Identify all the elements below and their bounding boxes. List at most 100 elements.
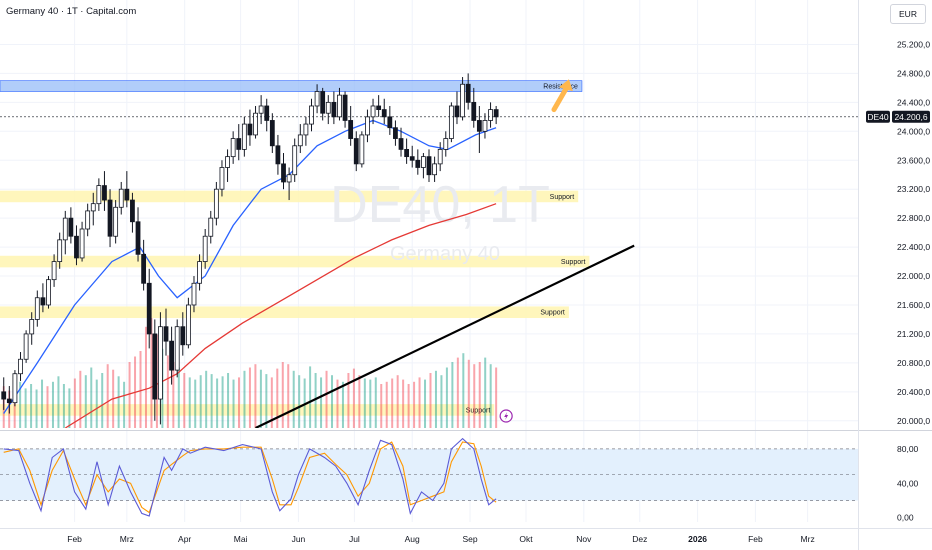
- volume-bar: [451, 362, 454, 428]
- candle-body-down: [281, 163, 286, 183]
- last-price-tag: 24.200,6: [894, 112, 927, 122]
- volume-bar: [396, 375, 399, 428]
- candle: [365, 109, 370, 143]
- candle: [359, 131, 365, 168]
- candle: [225, 149, 230, 182]
- candle-body-down: [342, 94, 348, 121]
- volume-bar: [73, 378, 76, 428]
- x-tick-label: Mrz: [120, 534, 134, 544]
- candle: [314, 84, 320, 114]
- volume-bar: [254, 364, 257, 428]
- volume-bar: [281, 362, 284, 428]
- candle-body-down: [348, 120, 354, 139]
- candle-body-up: [85, 210, 91, 230]
- symbol-tag: DE40: [867, 112, 889, 122]
- volume-bar: [90, 367, 93, 428]
- volume-bar: [227, 373, 230, 428]
- volume-bar: [68, 388, 71, 428]
- y-tick-label: 22.000,0: [897, 271, 930, 281]
- candle-body-down: [409, 156, 415, 161]
- candle: [6, 386, 12, 414]
- y-tick-label: 20.000,0: [897, 416, 930, 426]
- volume-bar: [456, 357, 459, 428]
- candle: [264, 98, 270, 132]
- volume-bar: [101, 373, 104, 428]
- candle: [96, 178, 102, 211]
- candle: [331, 91, 337, 125]
- candle-body-up: [34, 297, 40, 320]
- candle-body-up: [90, 203, 96, 212]
- y-tick-label: 22.800,0: [897, 213, 930, 223]
- candle: [85, 203, 91, 237]
- moving-averages: [3, 119, 497, 428]
- candle: [107, 189, 113, 248]
- candle: [79, 221, 85, 262]
- volume-bar: [418, 377, 421, 428]
- candle-body-up: [51, 261, 57, 281]
- volume-bar: [259, 369, 262, 428]
- candle: [454, 91, 460, 125]
- candle: [443, 131, 449, 157]
- x-tick-label: Feb: [67, 534, 82, 544]
- candle-body-up: [292, 145, 298, 176]
- volume-bar: [35, 389, 38, 428]
- candle: [174, 319, 180, 378]
- candle-body-down: [124, 188, 130, 201]
- x-tick-label: Jul: [349, 534, 360, 544]
- x-tick-label: Mai: [234, 534, 248, 544]
- candle: [124, 171, 130, 208]
- candle-body-up: [482, 120, 488, 132]
- candle: [286, 167, 292, 201]
- candle-body-up: [191, 282, 197, 306]
- candle: [23, 330, 29, 363]
- candle-body-down: [471, 101, 477, 121]
- volume-bar: [287, 364, 290, 428]
- candle: [1, 377, 7, 410]
- candle: [432, 156, 437, 182]
- y-tick-label: 23.200,0: [897, 184, 930, 194]
- forecast-arrow-head: [558, 79, 573, 92]
- volume-bar: [352, 368, 355, 428]
- volume-bar: [57, 376, 60, 428]
- candle: [297, 124, 303, 154]
- candle: [68, 207, 74, 244]
- candle: [34, 290, 40, 327]
- stoch-y-tick-label: 80,00: [897, 444, 919, 454]
- candle: [18, 352, 23, 381]
- candle-body-down: [6, 398, 12, 404]
- candle-body-down: [476, 120, 482, 132]
- candle: [236, 124, 242, 161]
- candle-body-up: [309, 105, 314, 125]
- candle: [398, 127, 404, 157]
- candle: [493, 105, 499, 125]
- volume-bar: [106, 364, 109, 428]
- currency-button[interactable]: EUR: [890, 4, 926, 24]
- candle-body-down: [493, 109, 499, 118]
- volume-bar: [391, 378, 394, 428]
- volume-bar: [473, 364, 476, 428]
- volume-bar: [298, 375, 301, 428]
- x-tick-label: Apr: [178, 534, 191, 544]
- candle: [353, 131, 359, 172]
- candle-body-down: [404, 148, 410, 158]
- candle: [213, 181, 219, 226]
- volume-bars: [2, 318, 498, 428]
- candle: [275, 134, 281, 175]
- support-label: Support: [540, 310, 565, 317]
- volume-bar: [424, 379, 427, 428]
- chart-title: Germany 40 · 1T · Capital.com: [6, 6, 137, 17]
- candle-body-up: [158, 326, 163, 400]
- candle: [135, 207, 141, 262]
- y-tick-label: 20.400,0: [897, 387, 930, 397]
- candle-body-up: [113, 206, 119, 237]
- candle-body-down: [376, 105, 382, 111]
- candle: [152, 319, 158, 421]
- candle-body-up: [197, 261, 202, 284]
- x-tick-label: Sep: [462, 534, 477, 544]
- volume-bar: [51, 381, 54, 428]
- candle: [62, 210, 68, 255]
- candle-body-down: [169, 340, 175, 371]
- candle: [253, 105, 258, 139]
- volume-bar: [144, 326, 147, 428]
